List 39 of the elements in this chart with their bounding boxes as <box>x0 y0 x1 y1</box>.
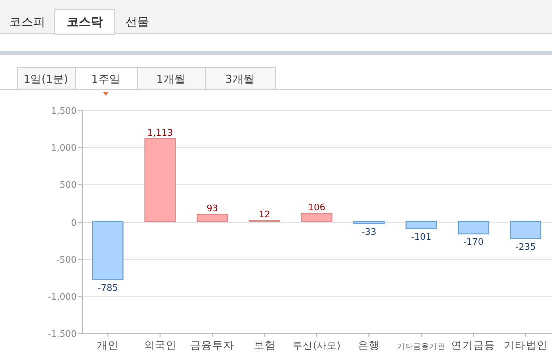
y-tick-label: 0 <box>71 219 78 229</box>
y-tick-label: 1,500 <box>51 107 78 117</box>
data-label: 12 <box>259 210 271 221</box>
data-label: 93 <box>206 204 218 215</box>
x-tick-label: 개인 <box>97 340 120 352</box>
text: 코스닥 <box>67 15 103 29</box>
x-tick-label: 은행 <box>358 340 380 352</box>
x-tick-label: 투신(사모) <box>293 341 341 352</box>
y-tick-label: -1,000 <box>48 293 78 303</box>
y-tick-label: 500 <box>60 181 78 191</box>
data-label: -235 <box>516 242 536 253</box>
text: 1개월 <box>156 73 186 86</box>
text: 1주일 <box>92 73 120 86</box>
y-tick-label: -500 <box>56 256 78 266</box>
x-tick-label: 보험 <box>254 340 276 352</box>
bar <box>301 213 333 222</box>
bar <box>144 138 176 222</box>
data-label: 106 <box>308 204 326 214</box>
text: 선물 <box>126 15 150 29</box>
y-tick-label: 1,000 <box>51 144 78 154</box>
bar <box>196 214 228 222</box>
x-tick-label: 외국인 <box>144 340 177 352</box>
data-label: -785 <box>98 284 118 294</box>
data-label: -170 <box>463 238 484 248</box>
x-tick-label: 기타법인 <box>504 340 548 352</box>
x-tick-label: 금융투자 <box>190 340 235 352</box>
y-tick-label: -1,500 <box>48 330 78 340</box>
text: 3개월 <box>226 73 254 86</box>
x-tick-label: 연기금등 <box>452 340 496 352</box>
data-label: -33 <box>362 228 377 238</box>
data-label: 1,113 <box>147 128 174 139</box>
bar <box>510 221 542 240</box>
text: 코스피 <box>10 15 46 29</box>
bar <box>406 221 438 230</box>
text: 1일(1분) <box>24 73 68 86</box>
bar <box>458 221 490 235</box>
bar <box>92 221 124 280</box>
data-label: -101 <box>411 233 432 244</box>
bar <box>354 221 385 224</box>
